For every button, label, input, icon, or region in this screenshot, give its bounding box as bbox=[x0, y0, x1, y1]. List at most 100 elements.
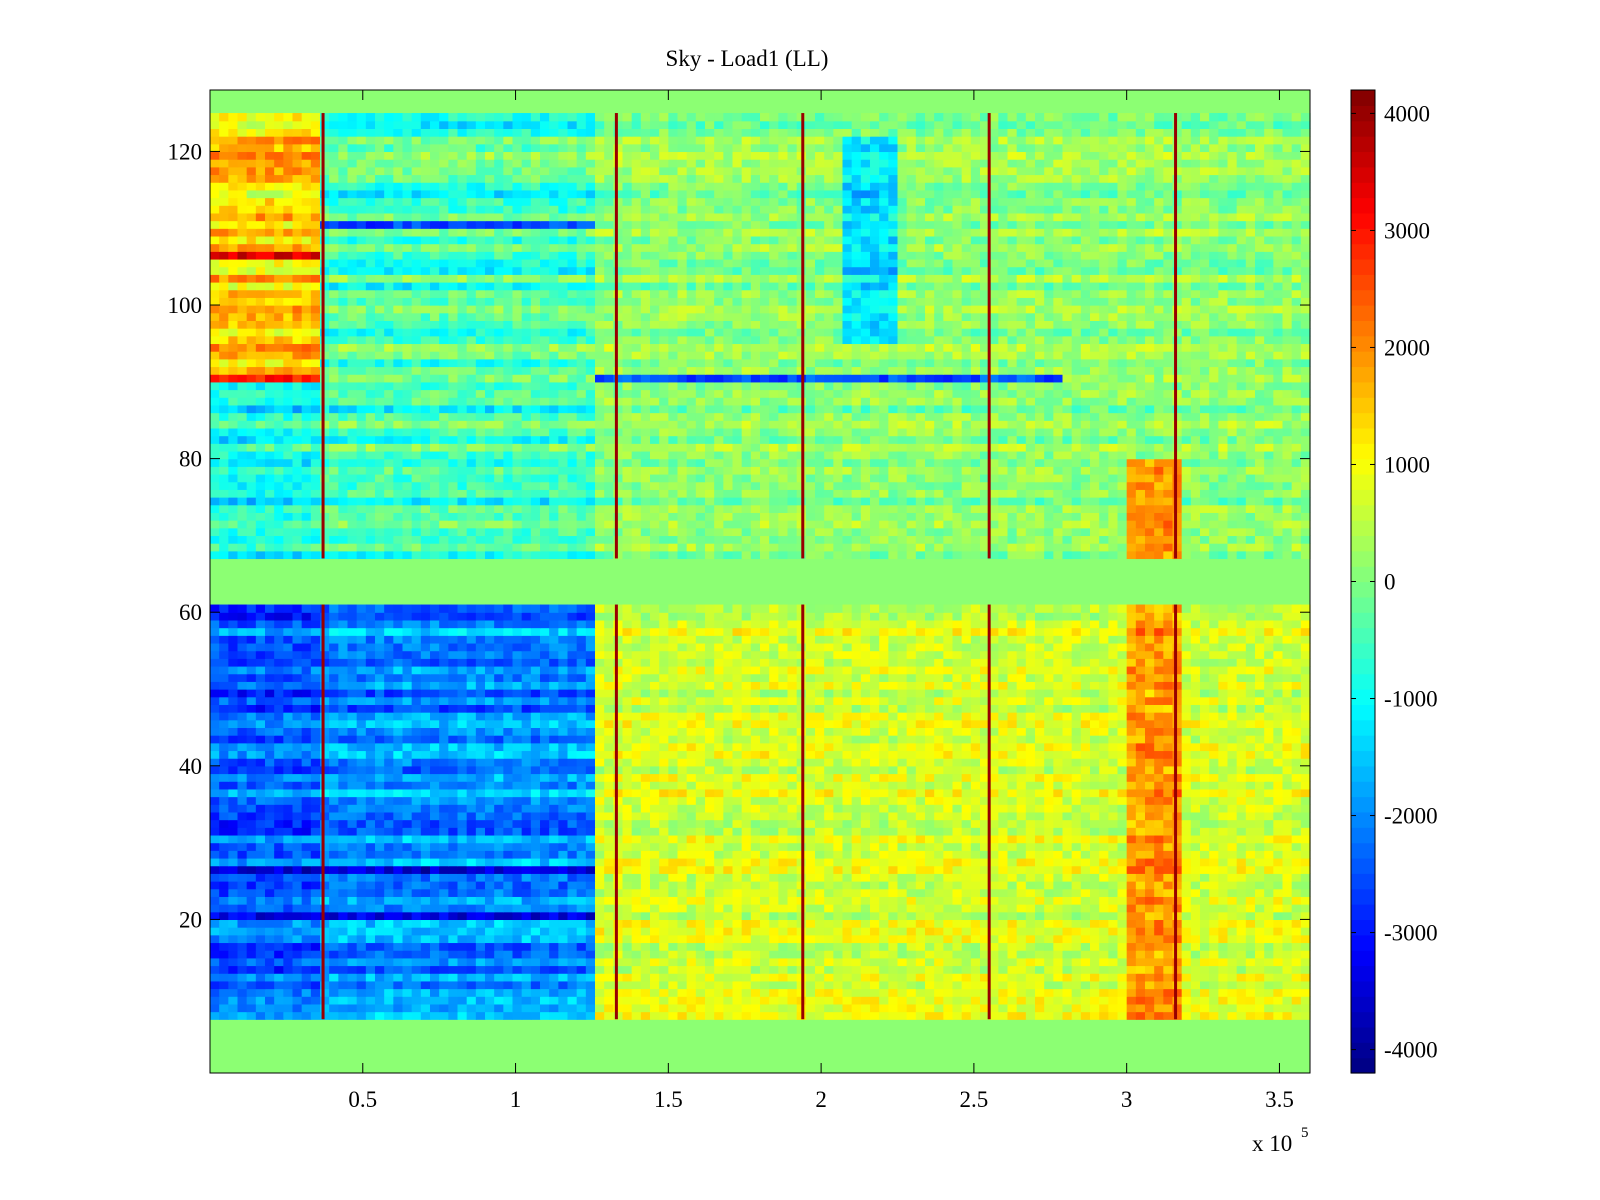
heatmap-cell bbox=[760, 965, 770, 974]
heatmap-cell bbox=[613, 911, 624, 921]
heatmap-cell bbox=[310, 804, 321, 813]
heatmap-cell bbox=[549, 773, 559, 782]
heatmap-cell bbox=[448, 973, 459, 982]
heatmap-cell bbox=[1145, 1011, 1155, 1020]
heatmap-cell bbox=[870, 788, 880, 798]
heatmap-cell bbox=[1135, 857, 1146, 867]
heatmap-cell bbox=[897, 788, 908, 798]
heatmap-cell bbox=[356, 911, 367, 921]
heatmap-cell bbox=[485, 811, 495, 821]
heatmap-cell bbox=[1035, 1003, 1045, 1013]
heatmap-cell bbox=[210, 704, 220, 713]
heatmap-cell bbox=[338, 904, 349, 913]
heatmap-cell bbox=[1044, 857, 1054, 867]
heatmap-cell bbox=[842, 965, 853, 974]
heatmap-cell bbox=[292, 965, 303, 974]
heatmap-cell bbox=[356, 919, 367, 928]
heatmap-cell bbox=[1163, 811, 1174, 821]
heatmap-cell bbox=[686, 781, 697, 790]
heatmap-cell bbox=[521, 842, 532, 851]
heatmap-cell bbox=[870, 804, 880, 813]
heatmap-cell bbox=[906, 881, 917, 890]
heatmap-cell bbox=[760, 796, 770, 805]
heatmap-cell bbox=[934, 804, 944, 813]
heatmap-cell bbox=[879, 742, 889, 752]
heatmap-cell bbox=[695, 865, 706, 874]
heatmap-cell bbox=[1126, 819, 1137, 828]
heatmap-cell bbox=[613, 712, 624, 721]
heatmap-cell bbox=[503, 865, 514, 874]
heatmap-cell bbox=[906, 896, 917, 905]
heatmap-cell bbox=[1016, 750, 1027, 759]
heatmap-cell bbox=[631, 973, 642, 982]
heatmap-cell bbox=[631, 811, 642, 821]
heatmap-cell bbox=[384, 788, 394, 798]
heatmap-cell bbox=[1273, 735, 1284, 744]
heatmap-cell bbox=[1282, 911, 1293, 921]
heatmap-cell bbox=[365, 950, 376, 959]
heatmap-cell bbox=[1255, 888, 1265, 897]
heatmap-cell bbox=[283, 873, 294, 882]
heatmap-cell bbox=[1264, 865, 1274, 874]
heatmap-cell bbox=[897, 881, 908, 890]
heatmap-cell bbox=[842, 980, 853, 990]
heatmap-cell bbox=[1291, 988, 1302, 997]
heatmap-cell bbox=[1007, 950, 1018, 959]
heatmap-cell bbox=[512, 950, 523, 959]
heatmap-cell bbox=[375, 988, 385, 997]
heatmap-cell bbox=[842, 888, 853, 897]
heatmap-cell bbox=[824, 758, 834, 767]
heatmap-cell bbox=[347, 950, 358, 959]
heatmap-cell bbox=[1145, 719, 1155, 729]
heatmap-cell bbox=[1080, 781, 1091, 790]
heatmap-cell bbox=[640, 850, 651, 859]
heatmap-cell bbox=[1145, 873, 1155, 882]
heatmap-cell bbox=[1016, 996, 1027, 1005]
heatmap-cell bbox=[970, 781, 981, 790]
heatmap-cell bbox=[475, 934, 486, 944]
heatmap-cell bbox=[778, 850, 789, 859]
heatmap-cell bbox=[375, 896, 385, 905]
heatmap-cell bbox=[1218, 988, 1229, 997]
heatmap-cell bbox=[1071, 827, 1082, 836]
heatmap-cell bbox=[310, 1003, 321, 1013]
heatmap-cell bbox=[668, 996, 679, 1005]
heatmap-cell bbox=[1071, 719, 1082, 729]
heatmap-cell bbox=[1282, 811, 1293, 821]
heatmap-cell bbox=[897, 704, 908, 713]
heatmap-cell bbox=[613, 827, 624, 836]
heatmap-cell bbox=[879, 719, 889, 729]
heatmap-cell bbox=[851, 996, 862, 1005]
heatmap-cell bbox=[485, 980, 495, 990]
heatmap-cell bbox=[732, 965, 743, 974]
heatmap-cell bbox=[980, 850, 990, 859]
heatmap-cell bbox=[503, 704, 514, 713]
heatmap-cell bbox=[576, 765, 587, 775]
heatmap-cell bbox=[1190, 834, 1201, 844]
heatmap-cell bbox=[1200, 934, 1210, 944]
heatmap-cell bbox=[695, 942, 706, 951]
heatmap-cell bbox=[576, 834, 587, 844]
heatmap-cell bbox=[695, 827, 706, 836]
heatmap-cell bbox=[585, 781, 596, 790]
heatmap-cell bbox=[521, 773, 532, 782]
heatmap-cell bbox=[1080, 904, 1091, 913]
heatmap-cell bbox=[375, 904, 385, 913]
heatmap-cell bbox=[833, 704, 844, 713]
heatmap-cell bbox=[457, 842, 468, 851]
heatmap-cell bbox=[1099, 804, 1109, 813]
heatmap-cell bbox=[787, 704, 798, 713]
heatmap-cell bbox=[457, 704, 468, 713]
heatmap-cell bbox=[750, 973, 761, 982]
heatmap-cell bbox=[943, 1011, 954, 1020]
heatmap-cell bbox=[1053, 881, 1064, 890]
heatmap-cell bbox=[1016, 911, 1027, 921]
heatmap-cell bbox=[659, 781, 669, 790]
heatmap-cell bbox=[1108, 965, 1119, 974]
heatmap-cell bbox=[952, 881, 963, 890]
heatmap-cell bbox=[219, 942, 229, 951]
heatmap-cell bbox=[668, 827, 679, 836]
heatmap-cell bbox=[320, 1003, 330, 1013]
heatmap-cell bbox=[879, 965, 889, 974]
heatmap-cell bbox=[1062, 988, 1073, 997]
